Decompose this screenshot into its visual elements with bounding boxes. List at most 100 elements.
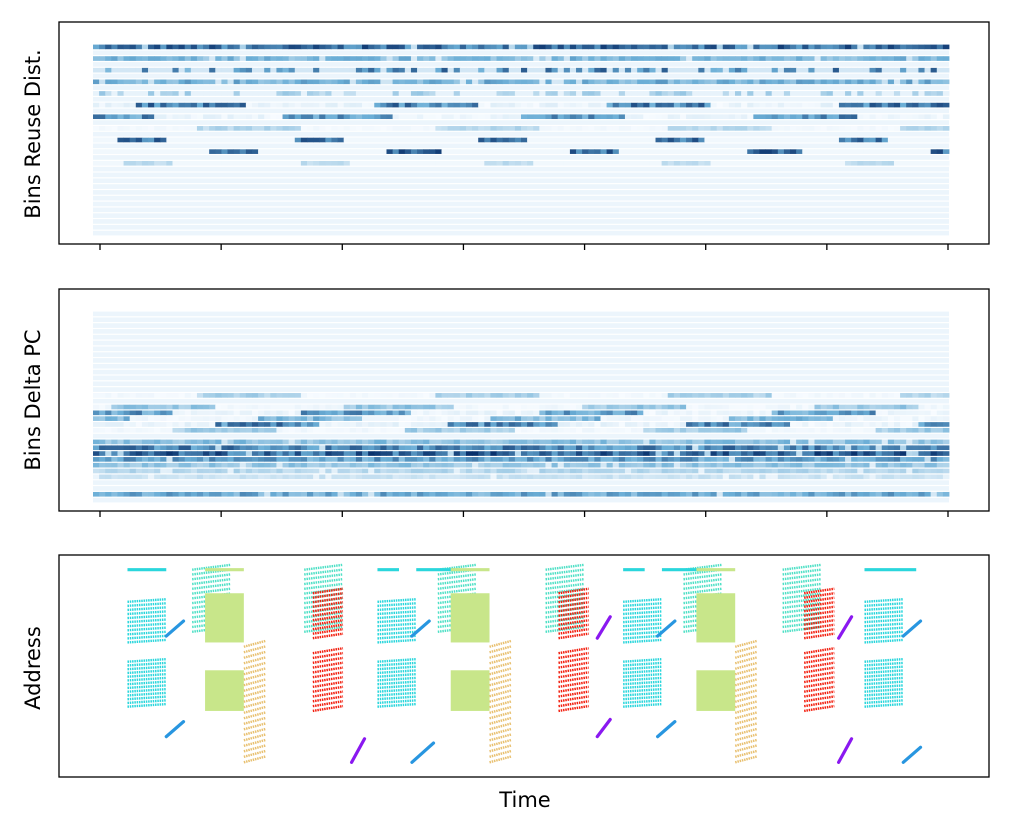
- heat-cell: [355, 474, 363, 480]
- heat-cell: [380, 91, 387, 96]
- heat-cell: [429, 457, 436, 462]
- heat-cell: [276, 79, 283, 85]
- scatter-row: [623, 684, 662, 690]
- heat-cell: [881, 474, 889, 480]
- heat-cell: [930, 67, 938, 73]
- heat-cell: [698, 445, 705, 451]
- heat-cell: [942, 67, 950, 73]
- heat-cell: [294, 67, 302, 73]
- heat-cell: [258, 468, 265, 474]
- heat-cell: [368, 468, 375, 474]
- heat-cell: [319, 410, 326, 416]
- heat-cell: [276, 462, 283, 468]
- heat-cell: [417, 114, 424, 120]
- heat-cell: [313, 114, 320, 120]
- heat-cell: [594, 422, 601, 427]
- heat-row-base: [93, 334, 949, 340]
- heat-cell: [594, 416, 601, 421]
- series-purple-diag: [350, 615, 854, 764]
- heat-cell: [655, 79, 663, 85]
- heat-cell: [496, 79, 504, 85]
- heat-cell: [435, 416, 442, 421]
- heat-cell: [398, 410, 406, 416]
- heat-cell: [686, 468, 693, 474]
- heat-cell: [728, 445, 736, 451]
- heat-cell: [172, 451, 179, 456]
- heat-cell: [631, 416, 638, 421]
- heat-cell: [331, 114, 338, 120]
- heat-cell: [337, 44, 345, 50]
- heat-cell: [410, 114, 418, 120]
- heat-cell: [759, 67, 766, 73]
- heat-cell: [221, 427, 228, 433]
- heat-cell: [624, 451, 632, 456]
- heat-cell: [166, 137, 173, 143]
- heat-cell: [368, 393, 375, 398]
- heat-cell: [759, 439, 766, 445]
- heat-cell: [178, 102, 186, 108]
- heat-cell: [845, 422, 852, 427]
- heat-cell: [618, 468, 626, 474]
- heat-cell: [410, 102, 418, 108]
- scatter-row: [734, 650, 758, 659]
- heat-cell: [227, 102, 235, 108]
- heat-cell: [490, 393, 497, 398]
- heat-cell: [239, 410, 247, 416]
- heat-cell: [551, 160, 559, 166]
- heat-cell: [618, 79, 626, 85]
- heat-cell: [808, 404, 815, 410]
- heat-cell: [765, 126, 773, 131]
- heat-cell: [545, 457, 552, 462]
- heat-cell: [368, 439, 375, 445]
- heat-row-base: [93, 166, 949, 172]
- heat-cell: [380, 416, 387, 421]
- heat-row-base: [93, 363, 949, 369]
- heat-cell: [747, 149, 754, 154]
- heat-cell: [655, 468, 663, 474]
- heat-cell: [331, 149, 338, 154]
- heat-cell: [643, 439, 650, 445]
- heat-cell: [716, 67, 724, 73]
- heat-cell: [215, 439, 222, 445]
- heat-cell: [857, 91, 864, 96]
- heat-cell: [417, 67, 424, 73]
- heat-cell: [374, 126, 381, 131]
- heat-cell: [514, 126, 522, 131]
- heat-cell: [631, 67, 638, 73]
- heat-cell: [796, 56, 803, 61]
- heat-cell: [606, 404, 614, 410]
- heat-cell: [777, 79, 785, 85]
- heat-cell: [282, 126, 290, 131]
- heat-cell: [624, 160, 632, 166]
- heat-cell: [355, 445, 363, 451]
- heat-cell: [765, 137, 773, 143]
- heat-cell: [337, 416, 345, 421]
- heat-cell: [221, 439, 228, 445]
- heat-cell: [728, 44, 736, 50]
- heat-cell: [814, 91, 821, 96]
- heat-cell: [453, 56, 461, 61]
- heat-cell: [832, 457, 840, 462]
- heat-cell: [141, 410, 149, 416]
- heat-cell: [521, 44, 528, 50]
- heat-cell: [386, 160, 393, 166]
- scatter-row: [782, 616, 822, 624]
- heat-cell: [307, 422, 314, 427]
- heat-cell: [166, 160, 173, 166]
- heat-cell: [398, 491, 406, 497]
- heat-cell: [154, 462, 161, 468]
- scatter-row: [623, 661, 662, 667]
- heat-cell: [900, 56, 907, 61]
- heat-cell: [288, 56, 296, 61]
- heat-cell: [741, 445, 748, 451]
- heat-cell: [313, 439, 320, 445]
- heat-cell: [563, 149, 571, 154]
- heat-cell: [435, 393, 442, 398]
- heat-cell: [643, 160, 650, 166]
- heat-cell: [606, 422, 614, 427]
- scatter-row: [782, 601, 822, 610]
- heat-cell: [845, 44, 852, 50]
- heat-cell: [735, 67, 742, 73]
- heat-cell: [826, 404, 834, 410]
- heat-cell: [313, 393, 320, 398]
